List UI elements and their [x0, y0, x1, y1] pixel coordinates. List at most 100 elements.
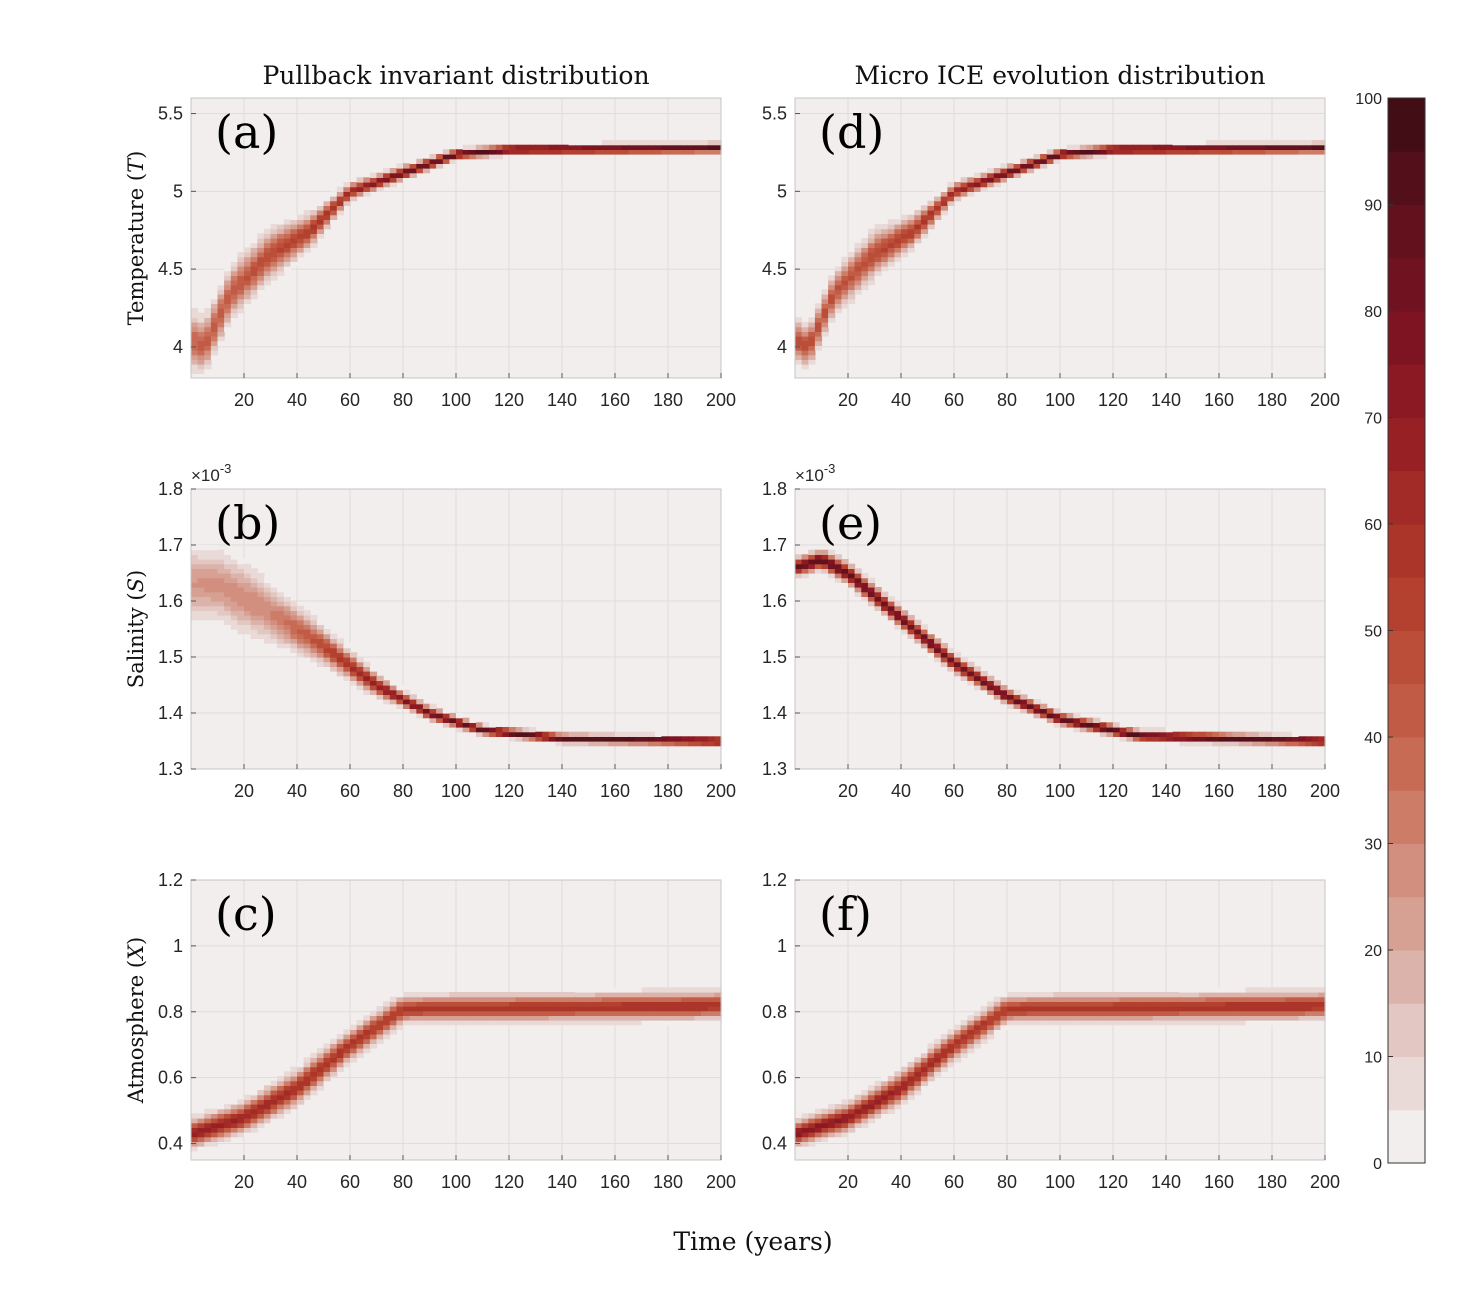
heatmap-cell: [795, 345, 803, 351]
heatmap-cell: [808, 340, 816, 346]
heatmap-cell: [854, 1094, 862, 1100]
heatmap-cell: [449, 713, 457, 719]
x-tick-label: 160: [1204, 390, 1234, 410]
heatmap-cell: [1106, 1001, 1114, 1007]
heatmap-cell: [350, 191, 358, 197]
heatmap-cell: [376, 182, 384, 188]
heatmap-cell: [947, 191, 955, 197]
heatmap-cell: [237, 1118, 245, 1124]
heatmap-cell: [343, 200, 351, 206]
heatmap-cell: [954, 1038, 962, 1044]
heatmap-cell: [808, 345, 816, 351]
heatmap-cell: [297, 242, 305, 248]
heatmap-cell: [1132, 149, 1141, 155]
heatmap-cell: [901, 615, 909, 621]
heatmap-cell: [814, 1108, 823, 1114]
heatmap-cell: [973, 680, 982, 686]
panel-label: (f): [819, 887, 872, 941]
heatmap-cell: [290, 615, 298, 621]
heatmap-cell: [707, 1010, 715, 1016]
heatmap-cell: [456, 1001, 464, 1007]
heatmap-cell: [808, 1141, 816, 1147]
heatmap-cell: [204, 1132, 212, 1138]
heatmap-cell: [960, 1020, 968, 1026]
heatmap-cell: [821, 549, 829, 555]
heatmap-cell: [456, 717, 464, 723]
heatmap-cell: [409, 699, 417, 705]
heatmap-cell: [330, 1043, 338, 1049]
heatmap-cell: [654, 731, 662, 737]
heatmap-cell: [297, 652, 305, 658]
heatmap-cell: [416, 163, 424, 169]
heatmap-cell: [535, 736, 543, 742]
heatmap-cell: [801, 354, 809, 360]
heatmap-cell: [277, 1085, 285, 1091]
heatmap-cell: [343, 652, 351, 658]
heatmap-cell: [263, 615, 272, 621]
heatmap-cell: [668, 1010, 676, 1016]
heatmap-cell: [522, 736, 530, 742]
heatmap-cell: [224, 587, 232, 593]
heatmap-cell: [204, 619, 212, 625]
heatmap-cell: [528, 144, 537, 150]
heatmap-cell: [1225, 140, 1233, 146]
heatmap-cell: [920, 643, 929, 649]
heatmap-cell: [535, 996, 543, 1002]
heatmap-cell: [993, 182, 1001, 188]
heatmap-cell: [197, 549, 205, 555]
heatmap-cell: [237, 1127, 245, 1133]
heatmap-cell: [403, 168, 411, 174]
heatmap-cell: [1033, 992, 1041, 998]
heatmap-cell: [1146, 1020, 1154, 1026]
heatmap-cell: [290, 1071, 298, 1077]
heatmap-cell: [1265, 1020, 1273, 1026]
heatmap-cell: [1060, 1020, 1068, 1026]
heatmap-cell: [1026, 168, 1035, 174]
heatmap-cell: [369, 177, 378, 183]
heatmap-cell: [714, 144, 722, 150]
heatmap-cell: [363, 680, 371, 686]
heatmap-cell: [1099, 1015, 1107, 1021]
heatmap-cell: [449, 1006, 457, 1012]
heatmap-cell: [1086, 1001, 1094, 1007]
heatmap-cell: [403, 992, 411, 998]
heatmap-cell: [1060, 1001, 1068, 1007]
heatmap-cell: [462, 154, 470, 160]
heatmap-cell: [270, 596, 278, 602]
heatmap-cell: [654, 1001, 662, 1007]
x-tick-label: 100: [441, 1172, 471, 1192]
heatmap-cell: [191, 336, 199, 342]
heatmap-cell: [940, 196, 948, 202]
heatmap-cell: [1119, 149, 1127, 155]
heatmap-cell: [967, 671, 975, 677]
heatmap-cell: [1053, 1010, 1061, 1016]
heatmap-cell: [1185, 140, 1194, 146]
heatmap-cell: [197, 364, 205, 370]
heatmap-cell: [303, 228, 311, 234]
heatmap-cell: [422, 158, 431, 164]
heatmap-cell: [920, 1048, 929, 1054]
heatmap-cell: [654, 992, 662, 998]
heatmap-cell: [389, 1020, 397, 1026]
heatmap-cell: [277, 601, 285, 607]
heatmap-cell: [1119, 144, 1127, 150]
heatmap-cell: [914, 228, 922, 234]
heatmap-cell: [356, 1029, 364, 1035]
heatmap-cell: [1007, 694, 1015, 700]
heatmap-cell: [901, 214, 909, 220]
heatmap-cell: [210, 1108, 219, 1114]
heatmap-cell: [1172, 149, 1180, 155]
heatmap-cell: [967, 661, 975, 667]
heatmap-cell: [475, 722, 484, 728]
heatmap-cell: [1079, 996, 1088, 1002]
heatmap-cell: [1225, 996, 1233, 1002]
heatmap-cell: [894, 615, 902, 621]
heatmap-cell: [475, 992, 484, 998]
heatmap-cell: [542, 1020, 550, 1026]
heatmap-cell: [204, 308, 212, 314]
heatmap-cell: [714, 992, 722, 998]
heatmap-cell: [1046, 154, 1054, 160]
y-axis-label-text: Atmosphere (: [124, 960, 148, 1104]
heatmap-cell: [323, 224, 331, 230]
heatmap-cell: [230, 610, 238, 616]
